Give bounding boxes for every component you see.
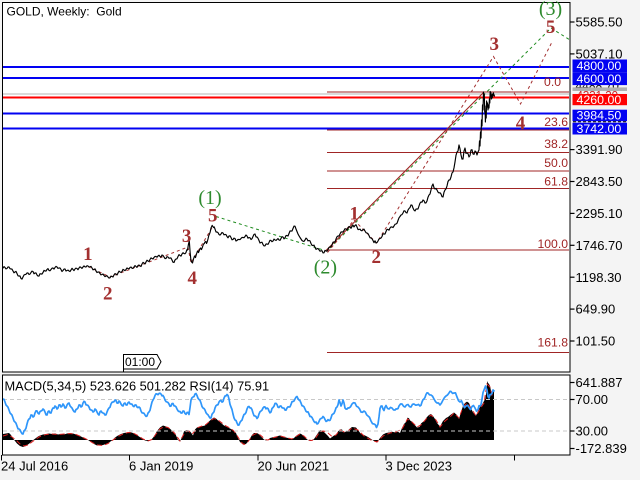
svg-text:23.6: 23.6	[544, 115, 568, 129]
svg-text:-172.839: -172.839	[576, 441, 627, 456]
svg-text:4260.00: 4260.00	[577, 93, 622, 107]
svg-text:61.8: 61.8	[544, 175, 568, 189]
svg-text:01:00: 01:00	[125, 355, 155, 369]
svg-text:3391.90: 3391.90	[576, 142, 623, 157]
svg-text:4800.00: 4800.00	[577, 59, 622, 73]
svg-text:5037.10: 5037.10	[576, 47, 623, 62]
svg-text:100.0: 100.0	[538, 237, 569, 251]
svg-text:1198.30: 1198.30	[576, 270, 622, 285]
svg-text:2295.10: 2295.10	[576, 206, 623, 221]
svg-text:(3): (3)	[539, 0, 562, 20]
svg-text:641.887: 641.887	[576, 375, 623, 390]
svg-text:70.00: 70.00	[576, 392, 609, 407]
svg-text:20 Jun 2021: 20 Jun 2021	[258, 459, 330, 474]
svg-text:101.50: 101.50	[576, 334, 616, 349]
svg-text:(1): (1)	[198, 187, 221, 209]
svg-text:MACD(5,34,5) 523.626 501.282 R: MACD(5,34,5) 523.626 501.282 RSI(14) 75.…	[5, 379, 270, 394]
svg-text:GOLD, Weekly: Gold: GOLD, Weekly: Gold	[7, 5, 122, 19]
svg-text:(2): (2)	[314, 257, 337, 279]
svg-text:24 Jul 2016: 24 Jul 2016	[1, 459, 68, 474]
svg-text:3 Dec 2023: 3 Dec 2023	[386, 459, 453, 474]
svg-text:3: 3	[182, 226, 192, 247]
svg-text:3984.50: 3984.50	[577, 109, 622, 123]
svg-text:5: 5	[208, 205, 218, 226]
svg-text:30.00: 30.00	[576, 424, 609, 439]
svg-text:3742.00: 3742.00	[577, 122, 622, 136]
svg-text:0.0: 0.0	[544, 75, 561, 89]
svg-text:4600.00: 4600.00	[577, 72, 622, 86]
svg-text:3: 3	[490, 34, 500, 55]
svg-text:1: 1	[83, 244, 93, 265]
svg-text:2: 2	[103, 283, 113, 304]
svg-text:1746.70: 1746.70	[576, 238, 623, 253]
svg-text:5585.50: 5585.50	[576, 15, 623, 30]
svg-text:2843.50: 2843.50	[576, 174, 623, 189]
svg-text:4: 4	[516, 113, 526, 134]
svg-text:161.8: 161.8	[538, 336, 569, 350]
svg-text:649.90: 649.90	[576, 302, 616, 317]
svg-text:38.2: 38.2	[544, 137, 568, 151]
svg-text:5: 5	[546, 17, 556, 38]
svg-text:4: 4	[188, 268, 198, 289]
svg-text:6 Jan 2019: 6 Jan 2019	[129, 459, 193, 474]
svg-text:50.0: 50.0	[544, 156, 568, 170]
svg-text:1: 1	[350, 203, 360, 224]
svg-text:2: 2	[371, 247, 381, 268]
